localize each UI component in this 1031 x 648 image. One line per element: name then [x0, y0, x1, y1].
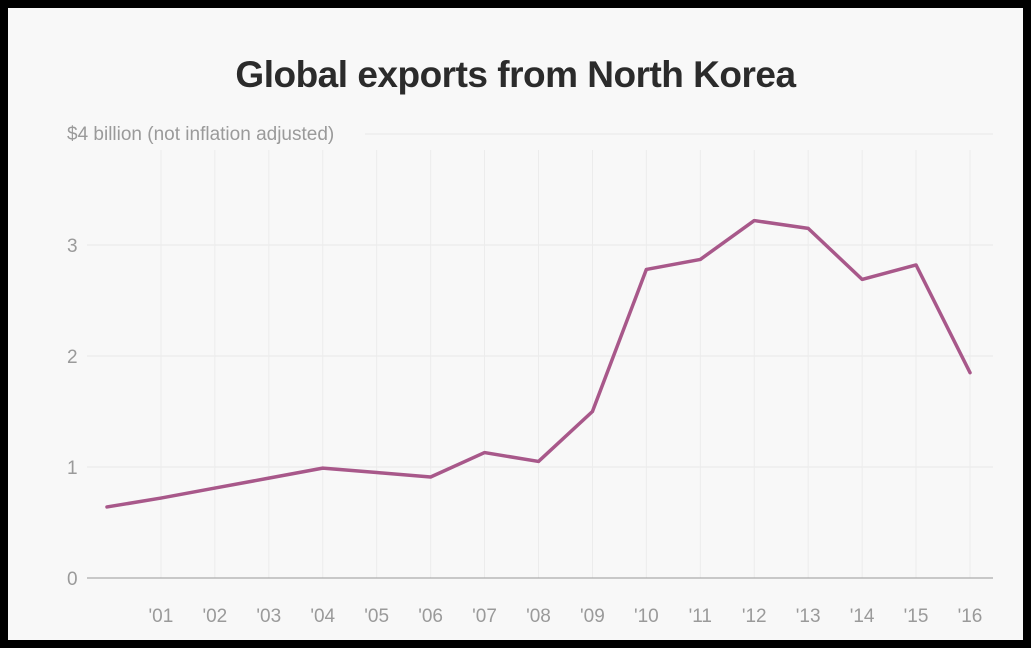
y-tick-label: 3 [67, 236, 78, 257]
chart-background [8, 8, 1023, 640]
series [105, 218, 972, 509]
data-point [914, 263, 918, 267]
x-tick-label: '08 [526, 606, 551, 627]
grid [87, 133, 993, 578]
data-point [860, 277, 864, 281]
x-tick-label: '14 [850, 606, 875, 627]
y-tick-label: 0 [67, 569, 78, 590]
x-tick-label: '10 [634, 606, 659, 627]
y-tick-label: 1 [67, 458, 78, 479]
data-point [267, 476, 271, 480]
data-point [321, 466, 325, 470]
x-tick-label: '09 [580, 606, 605, 627]
x-tick-label: '13 [796, 606, 821, 627]
data-point [375, 471, 379, 475]
x-tick-label: '02 [202, 606, 227, 627]
data-point [644, 267, 648, 271]
x-tick-label: '07 [472, 606, 497, 627]
data-point [968, 371, 972, 375]
data-point [698, 257, 702, 261]
x-tick-label: '03 [256, 606, 281, 627]
data-point [806, 226, 810, 230]
data-point [590, 410, 594, 413]
chart-title: Global exports from North Korea [235, 54, 796, 95]
y-axis-label: $4 billion (not inflation adjusted) [67, 124, 334, 145]
x-tick-label: '05 [364, 606, 389, 627]
data-point [105, 505, 109, 509]
x-tick-label: '16 [958, 606, 983, 627]
data-point [483, 451, 487, 455]
data-point [537, 459, 540, 463]
data-point [213, 486, 217, 490]
data-point [429, 475, 433, 479]
x-tick-label: '15 [904, 606, 929, 627]
data-point [752, 219, 756, 223]
x-tick-label: '06 [418, 606, 443, 627]
x-tick-label: '04 [310, 606, 335, 627]
data-point [159, 496, 163, 500]
y-tick-label: 2 [67, 347, 78, 368]
x-tick-label: '01 [149, 606, 174, 627]
x-tick-label: '11 [689, 606, 712, 627]
axes: '01 '02 '03 '04 '05 '06 '07 '08 '09 '10 '11 '12 '13 '… [67, 236, 993, 627]
x-tick-label: '12 [742, 606, 767, 627]
